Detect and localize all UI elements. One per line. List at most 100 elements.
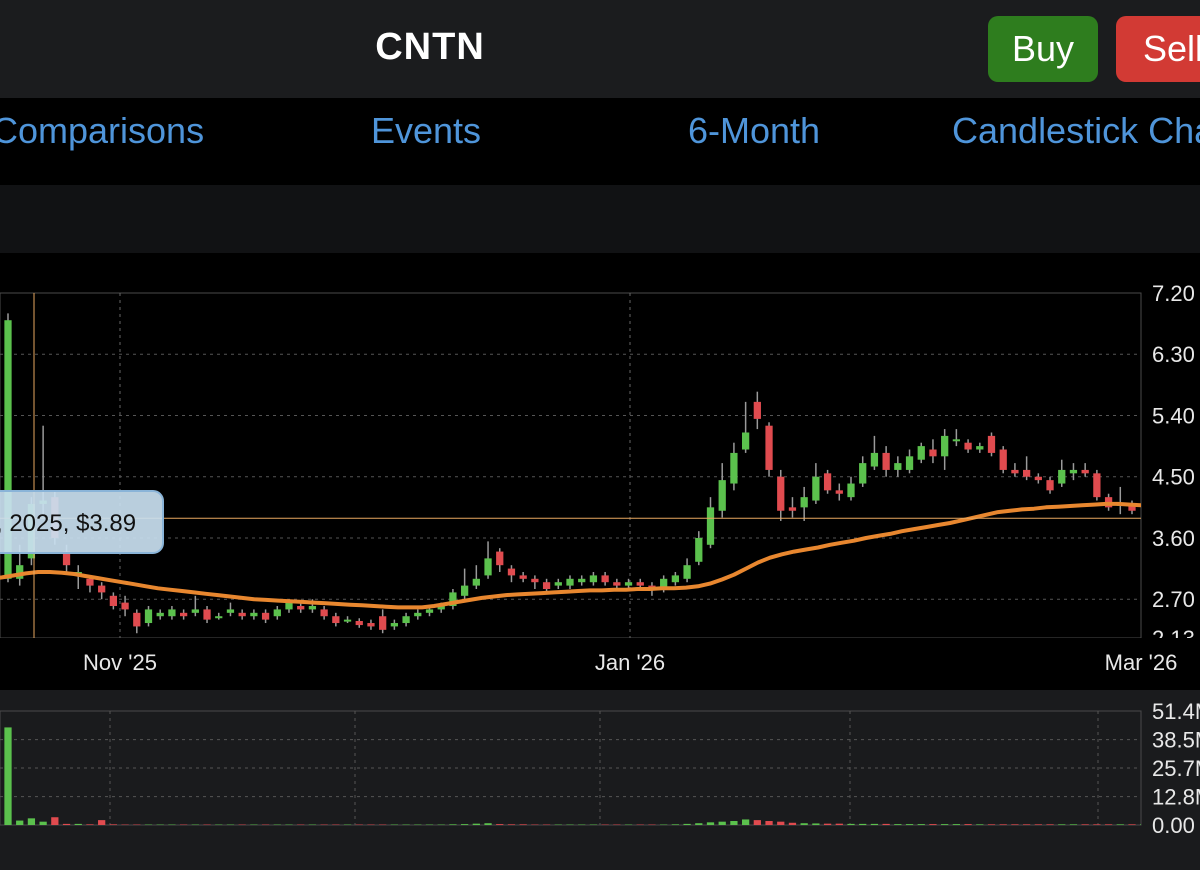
volume-bar [496, 824, 504, 825]
volume-panel [0, 690, 1200, 870]
price-tooltip [0, 490, 164, 554]
candle-body [379, 616, 387, 630]
candle-body [156, 612, 164, 617]
tab-comparisons[interactable]: Comparisons [0, 110, 205, 151]
volume-bar [542, 824, 551, 825]
candle-body [800, 497, 808, 508]
volume-bar [414, 824, 422, 825]
tab-events[interactable]: Events [371, 110, 482, 151]
candle-body [999, 449, 1007, 470]
volume-bar [788, 822, 797, 825]
tab-period[interactable]: 6-Month [688, 110, 821, 151]
volume-bar [765, 821, 773, 825]
ticker-symbol: CNTN [375, 26, 485, 68]
volume-bar [51, 817, 59, 825]
volume-bar [554, 824, 562, 825]
volume-bar [390, 824, 399, 825]
volume-bar [823, 823, 832, 825]
volume-bar [976, 824, 984, 825]
volume-bar [168, 824, 176, 825]
candle-body [367, 623, 375, 627]
candle-body [706, 507, 715, 545]
volume-bar [695, 823, 703, 825]
volume-bar [753, 820, 761, 825]
candle-body [929, 449, 937, 457]
volume-bar [308, 824, 317, 825]
candle-body [1046, 480, 1054, 491]
candle-body [952, 439, 961, 442]
volume-bar [578, 824, 586, 825]
moving-average-line [0, 501, 1141, 610]
candle-body [777, 476, 785, 511]
volume-bar [472, 823, 480, 825]
volume-bar [507, 824, 516, 825]
volume-bar [1081, 824, 1089, 825]
candle-body [847, 483, 855, 498]
candle-body [414, 612, 422, 617]
y-tick-label: 6.30 [1152, 342, 1195, 367]
tab-chart-type[interactable]: Candlestick Chart [952, 110, 1200, 151]
candle-body [519, 575, 527, 579]
candle-body [987, 435, 996, 453]
buy-button[interactable]: Buy [988, 16, 1098, 82]
volume-bar [238, 824, 246, 825]
volume-bar [706, 822, 715, 825]
candle-body [683, 565, 691, 579]
toolbar-spacer [0, 185, 1200, 253]
candle-body [1058, 469, 1066, 484]
volume-bar [1140, 824, 1141, 825]
volume-bar [917, 824, 925, 825]
volume-bar [203, 824, 211, 825]
candle-body [133, 612, 141, 627]
volume-bar [718, 821, 726, 825]
y-tick-label: 5.40 [1152, 403, 1195, 428]
candle-body [4, 320, 12, 579]
candle-body [496, 551, 504, 566]
volume-bar [297, 824, 305, 825]
candle-body [425, 609, 434, 613]
volume-bar [1116, 824, 1124, 825]
candle-body [1034, 476, 1042, 481]
candle-body [250, 612, 258, 617]
volume-bar [179, 824, 188, 825]
candle-body [168, 609, 176, 617]
price-chart[interactable]: 7.206.305.404.503.602.702.13 Nov '25 Jan… [0, 253, 1200, 870]
volume-bar [999, 824, 1007, 825]
candle-body [332, 616, 340, 624]
y-tick-label: 2.70 [1152, 587, 1195, 612]
candle-body [1011, 469, 1019, 474]
chart-area[interactable]: 7.206.305.404.503.602.702.13 Nov '25 Jan… [0, 253, 1200, 870]
volume-bar [226, 824, 235, 825]
volume-bar [964, 824, 972, 825]
x-tick-label: Nov '25 [83, 650, 157, 675]
volume-bar [730, 821, 738, 825]
candle-body [1093, 473, 1101, 498]
volume-bar [191, 824, 199, 825]
candle-body [823, 473, 832, 491]
volume-bar [250, 824, 258, 825]
candle-body [941, 435, 949, 457]
candle-body [261, 612, 270, 620]
candle-body [460, 585, 469, 596]
volume-bar [519, 824, 527, 825]
volume-bar [425, 824, 434, 825]
candle-body [741, 432, 750, 450]
candle-body [355, 620, 363, 626]
volume-bar [1069, 824, 1078, 825]
volume-bar [27, 818, 36, 825]
volume-bar [777, 821, 785, 825]
volume-tick-label: 51.4M [1152, 699, 1200, 724]
volume-bar [894, 824, 902, 825]
candle-body [402, 616, 410, 624]
volume-bar [812, 823, 820, 825]
volume-bar [332, 824, 340, 825]
candle-body [179, 612, 188, 617]
volume-bar [1128, 824, 1136, 825]
sell-button[interactable]: Sell [1116, 16, 1200, 82]
candle-body [1069, 469, 1078, 474]
volume-bar [624, 824, 633, 825]
candle-body [285, 602, 293, 610]
candle-body [870, 452, 879, 467]
candle-body [437, 606, 445, 610]
volume-bar [683, 823, 691, 825]
